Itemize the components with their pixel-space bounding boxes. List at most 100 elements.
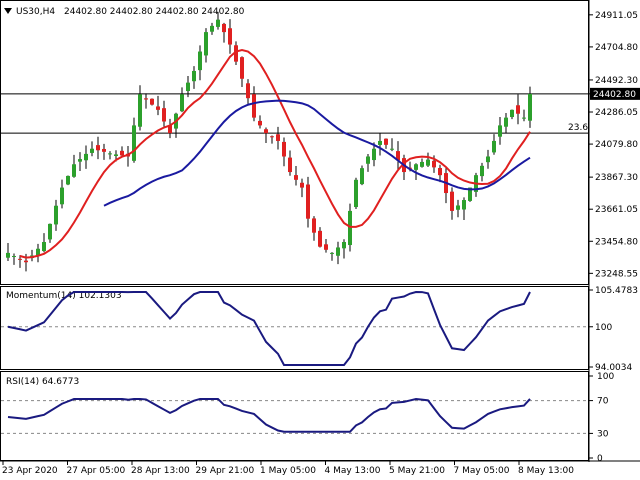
rsi-title: RSI(14) 64.6773 xyxy=(6,377,79,387)
bearish-candle xyxy=(270,136,274,138)
bearish-candle xyxy=(516,105,520,114)
bullish-candle xyxy=(486,156,490,163)
bullish-candle xyxy=(390,148,394,150)
bullish-candle xyxy=(456,205,460,210)
time-tick-label: 4 May 13:00 xyxy=(325,466,381,476)
rsi-tick-label: 0 xyxy=(597,454,603,464)
bullish-candle xyxy=(138,94,142,127)
momentum-title: Momentum(14) 102.1303 xyxy=(6,291,122,301)
bullish-candle xyxy=(36,248,40,256)
bullish-candle xyxy=(186,82,190,92)
bullish-candle xyxy=(360,168,364,185)
bullish-candle xyxy=(6,252,10,258)
bullish-candle xyxy=(216,19,220,27)
bearish-candle xyxy=(150,98,154,105)
bearish-candle xyxy=(228,28,232,45)
price-tick-label: 23248.55 xyxy=(595,269,638,279)
time-tick-label: 5 May 21:00 xyxy=(389,466,445,476)
bullish-candle xyxy=(84,153,88,161)
bullish-candle xyxy=(54,205,58,225)
bearish-candle xyxy=(156,106,160,110)
bearish-candle xyxy=(264,129,268,134)
momentum-tick-label: 105.4783 xyxy=(595,286,638,296)
bearish-candle xyxy=(120,150,124,156)
bullish-candle xyxy=(522,117,526,119)
reference-lines xyxy=(1,93,589,434)
bullish-candle xyxy=(78,159,82,162)
bullish-candle xyxy=(180,94,184,112)
bearish-candle xyxy=(324,244,328,250)
bearish-candle xyxy=(222,23,226,33)
bearish-candle xyxy=(144,98,148,100)
level-label: 23.6 xyxy=(568,123,588,133)
momentum-tick-label: 94.0034 xyxy=(595,363,632,373)
price-scale: 24911.05 24704.80 24492.30 24286.05 24079.80… xyxy=(589,11,638,464)
price-tick-label: 24286.05 xyxy=(595,108,638,118)
rsi-tick-label: 30 xyxy=(597,429,609,439)
fast-moving-average-line xyxy=(19,48,531,259)
bearish-candle xyxy=(276,134,280,141)
rsi-tick-label: 100 xyxy=(597,372,614,382)
bearish-candle xyxy=(450,191,454,211)
bearish-candle xyxy=(312,218,316,233)
bearish-candle xyxy=(294,175,298,180)
time-tick-label: 27 Apr 05:00 xyxy=(67,466,126,476)
bullish-candle xyxy=(510,109,514,118)
price-tick-label: 24079.80 xyxy=(595,140,638,150)
bullish-candle xyxy=(468,187,472,201)
bullish-candle xyxy=(192,70,196,82)
ohlc-readout: 24402.80 24402.80 24402.80 24402.80 xyxy=(64,7,245,17)
rsi-tick-label: 70 xyxy=(597,397,609,407)
candlestick-series xyxy=(6,11,532,272)
bearish-candle xyxy=(252,94,256,118)
bullish-candle xyxy=(48,223,52,240)
bullish-candle xyxy=(132,125,136,161)
triangle-down-icon[interactable] xyxy=(4,8,12,14)
bearish-candle xyxy=(396,151,400,161)
bearish-candle xyxy=(234,45,238,62)
time-tick-label: 7 May 05:00 xyxy=(454,466,510,476)
bullish-candle xyxy=(480,165,484,177)
price-tick-label: 24492.30 xyxy=(595,76,638,86)
bullish-candle xyxy=(504,117,508,127)
bullish-candle xyxy=(372,148,376,161)
price-tick-label: 23867.30 xyxy=(595,173,638,183)
bearish-candle xyxy=(18,258,22,260)
current-price-label: 24402.80 xyxy=(593,90,636,100)
bearish-candle xyxy=(282,141,286,157)
bearish-candle xyxy=(168,125,172,134)
current-price-tag xyxy=(590,87,640,100)
bearish-candle xyxy=(432,160,436,168)
time-tick-label: 29 Apr 21:00 xyxy=(196,466,255,476)
bearish-candle xyxy=(162,108,166,122)
rsi-pane[interactable] xyxy=(0,371,589,461)
time-tick-label: 1 May 05:00 xyxy=(260,466,316,476)
bullish-candle xyxy=(60,187,64,205)
bullish-candle xyxy=(330,252,334,254)
bullish-candle xyxy=(198,51,202,71)
bullish-candle xyxy=(414,164,418,170)
bullish-candle xyxy=(420,161,424,167)
bullish-candle xyxy=(354,179,358,208)
bearish-candle xyxy=(96,145,100,151)
momentum-line xyxy=(7,291,531,366)
bullish-candle xyxy=(108,153,112,155)
bullish-candle xyxy=(498,125,502,137)
rsi-line xyxy=(7,397,531,433)
slow-moving-average-line xyxy=(103,99,531,207)
bullish-candle xyxy=(426,159,430,166)
bearish-candle xyxy=(246,83,250,99)
bullish-candle xyxy=(348,210,352,246)
bearish-candle xyxy=(306,184,310,219)
bullish-candle xyxy=(72,164,76,177)
bullish-candle xyxy=(342,242,346,249)
price-tick-label: 23454.80 xyxy=(595,237,638,247)
bearish-candle xyxy=(240,57,244,79)
bullish-candle xyxy=(66,175,70,185)
momentum-tick-label: 100 xyxy=(595,323,612,333)
bullish-candle xyxy=(366,156,370,164)
bullish-candle xyxy=(462,200,466,210)
price-tick-label: 23661.05 xyxy=(595,205,638,215)
